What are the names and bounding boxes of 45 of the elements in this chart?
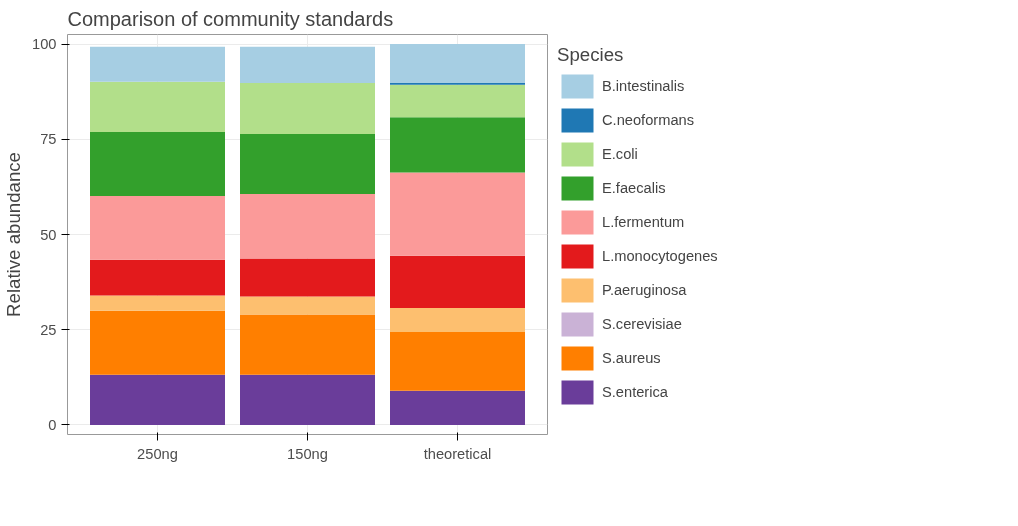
bar (90, 132, 225, 197)
x-tick-label: theoretical (423, 445, 492, 462)
legend-label: L.monocytogenes (602, 248, 718, 264)
legend-label: L.fermentum (602, 214, 685, 230)
bar (90, 374, 225, 425)
legend-label: S.cerevisiae (602, 316, 682, 332)
bar (390, 332, 525, 391)
bar (90, 310, 225, 375)
y-axis-title: Relative abundance (3, 152, 25, 317)
y-tick-label: 25 (40, 321, 57, 338)
bar (240, 82, 375, 134)
bar (390, 308, 525, 333)
bar (240, 374, 375, 425)
bar (240, 296, 375, 315)
bar (390, 84, 525, 118)
bar (240, 46, 375, 83)
legend-label: S.aureus (602, 350, 661, 366)
bar (240, 133, 375, 195)
bar (90, 295, 225, 311)
chart-title: Comparison of community standards (67, 7, 394, 30)
bar (390, 390, 525, 425)
legend-label: B.intestinalis (602, 78, 685, 94)
bar (390, 44, 525, 83)
legend-label: C.neoformans (602, 112, 695, 128)
legend-title: Species (557, 44, 625, 66)
bar (90, 81, 225, 133)
bar (390, 255, 525, 309)
bar (390, 117, 525, 173)
bar (240, 258, 375, 297)
y-tick-label: 0 (48, 416, 57, 433)
legend-label: E.faecalis (602, 180, 666, 196)
bar (90, 259, 225, 296)
bar (240, 194, 375, 259)
bar (390, 172, 525, 256)
y-tick-label: 100 (32, 36, 57, 53)
x-tick-label: 250ng (137, 445, 178, 462)
bar (90, 196, 225, 260)
bar (240, 314, 375, 375)
bar (90, 46, 225, 82)
legend-label: S.enterica (602, 384, 668, 400)
y-tick-label: 50 (40, 226, 57, 243)
y-tick-label: 75 (40, 131, 57, 148)
legend-label: P.aeruginosa (602, 282, 687, 298)
legend-label: E.coli (602, 146, 638, 162)
x-tick-label: 150ng (287, 445, 328, 462)
